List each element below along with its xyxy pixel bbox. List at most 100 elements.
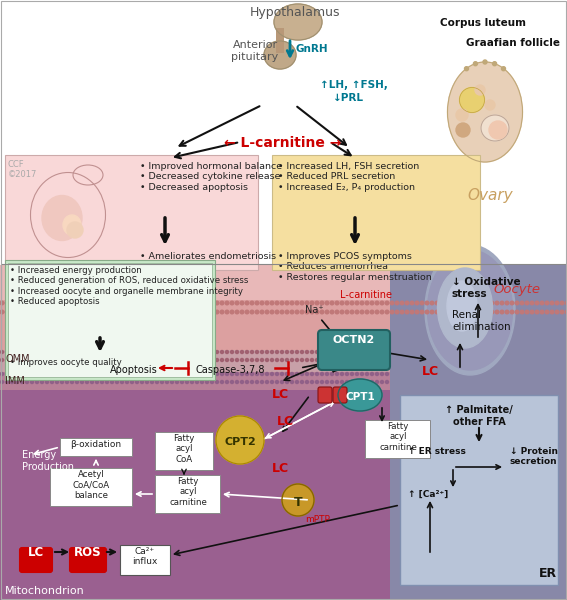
Circle shape bbox=[230, 310, 234, 314]
Text: Caspase-3,7,8: Caspase-3,7,8 bbox=[195, 365, 264, 375]
Circle shape bbox=[430, 310, 434, 314]
Circle shape bbox=[15, 310, 19, 314]
Circle shape bbox=[201, 350, 204, 353]
Circle shape bbox=[5, 310, 9, 314]
Circle shape bbox=[366, 358, 369, 361]
Circle shape bbox=[286, 350, 289, 353]
Circle shape bbox=[280, 310, 284, 314]
Circle shape bbox=[216, 416, 264, 464]
Circle shape bbox=[215, 380, 218, 383]
Circle shape bbox=[220, 310, 224, 314]
Circle shape bbox=[386, 350, 388, 353]
Circle shape bbox=[240, 380, 243, 383]
Circle shape bbox=[560, 310, 564, 314]
Circle shape bbox=[56, 358, 58, 361]
Circle shape bbox=[40, 350, 44, 353]
Circle shape bbox=[290, 310, 294, 314]
Circle shape bbox=[320, 358, 324, 361]
Circle shape bbox=[201, 380, 204, 383]
Circle shape bbox=[215, 310, 219, 314]
Circle shape bbox=[50, 310, 54, 314]
Circle shape bbox=[386, 380, 388, 383]
Circle shape bbox=[105, 373, 108, 376]
Circle shape bbox=[205, 350, 209, 353]
Circle shape bbox=[136, 350, 138, 353]
Circle shape bbox=[320, 310, 324, 314]
Circle shape bbox=[91, 373, 94, 376]
Circle shape bbox=[550, 310, 554, 314]
Circle shape bbox=[6, 358, 9, 361]
Circle shape bbox=[196, 350, 198, 353]
Circle shape bbox=[200, 301, 204, 305]
Circle shape bbox=[196, 373, 198, 376]
Circle shape bbox=[400, 310, 404, 314]
Circle shape bbox=[320, 373, 324, 376]
Circle shape bbox=[306, 350, 308, 353]
Circle shape bbox=[75, 350, 78, 353]
Circle shape bbox=[489, 121, 507, 139]
Circle shape bbox=[166, 358, 168, 361]
Circle shape bbox=[345, 301, 349, 305]
Circle shape bbox=[220, 301, 224, 305]
Circle shape bbox=[150, 373, 154, 376]
Circle shape bbox=[61, 350, 64, 353]
Circle shape bbox=[490, 301, 494, 305]
Circle shape bbox=[300, 310, 304, 314]
Circle shape bbox=[70, 358, 74, 361]
Circle shape bbox=[210, 310, 214, 314]
Circle shape bbox=[40, 358, 44, 361]
Bar bbox=[0, 300, 567, 350]
Circle shape bbox=[270, 310, 274, 314]
Circle shape bbox=[15, 373, 19, 376]
Ellipse shape bbox=[31, 173, 105, 257]
Circle shape bbox=[75, 310, 79, 314]
Circle shape bbox=[420, 301, 424, 305]
Circle shape bbox=[66, 373, 69, 376]
Circle shape bbox=[80, 310, 84, 314]
Bar bbox=[272, 155, 480, 270]
Circle shape bbox=[201, 373, 204, 376]
Circle shape bbox=[340, 301, 344, 305]
Circle shape bbox=[240, 358, 243, 361]
Circle shape bbox=[295, 350, 298, 353]
FancyBboxPatch shape bbox=[20, 548, 52, 572]
Circle shape bbox=[360, 310, 364, 314]
Text: • Improves PCOS symptoms
• Reduces amenorrhea
• Restores regular menstruation: • Improves PCOS symptoms • Reduces ameno… bbox=[278, 252, 431, 282]
Circle shape bbox=[230, 301, 234, 305]
Circle shape bbox=[295, 301, 299, 305]
Text: CPT1: CPT1 bbox=[345, 392, 375, 402]
Text: GnRH: GnRH bbox=[296, 44, 329, 54]
Circle shape bbox=[420, 310, 424, 314]
Circle shape bbox=[225, 301, 229, 305]
Circle shape bbox=[555, 310, 559, 314]
Circle shape bbox=[495, 310, 499, 314]
Text: Anterior
pituitary: Anterior pituitary bbox=[231, 40, 278, 62]
Circle shape bbox=[91, 380, 94, 383]
Circle shape bbox=[235, 310, 239, 314]
Circle shape bbox=[61, 380, 64, 383]
Text: Ovary: Ovary bbox=[467, 188, 513, 203]
Circle shape bbox=[80, 301, 84, 305]
Circle shape bbox=[276, 358, 278, 361]
Circle shape bbox=[0, 301, 4, 305]
Circle shape bbox=[11, 358, 14, 361]
Circle shape bbox=[50, 301, 54, 305]
Circle shape bbox=[246, 358, 248, 361]
Circle shape bbox=[11, 350, 14, 353]
Circle shape bbox=[95, 301, 99, 305]
Circle shape bbox=[380, 301, 384, 305]
Text: mPTP: mPTP bbox=[305, 515, 330, 524]
Bar bbox=[0, 390, 390, 600]
Text: ↑ ER stress: ↑ ER stress bbox=[408, 447, 466, 456]
Circle shape bbox=[141, 358, 143, 361]
Circle shape bbox=[185, 350, 188, 353]
Circle shape bbox=[350, 350, 353, 353]
Circle shape bbox=[136, 380, 138, 383]
Bar bbox=[390, 265, 567, 600]
Circle shape bbox=[425, 301, 429, 305]
Circle shape bbox=[385, 310, 389, 314]
Circle shape bbox=[95, 373, 99, 376]
Circle shape bbox=[155, 358, 159, 361]
Circle shape bbox=[20, 301, 24, 305]
Circle shape bbox=[350, 310, 354, 314]
